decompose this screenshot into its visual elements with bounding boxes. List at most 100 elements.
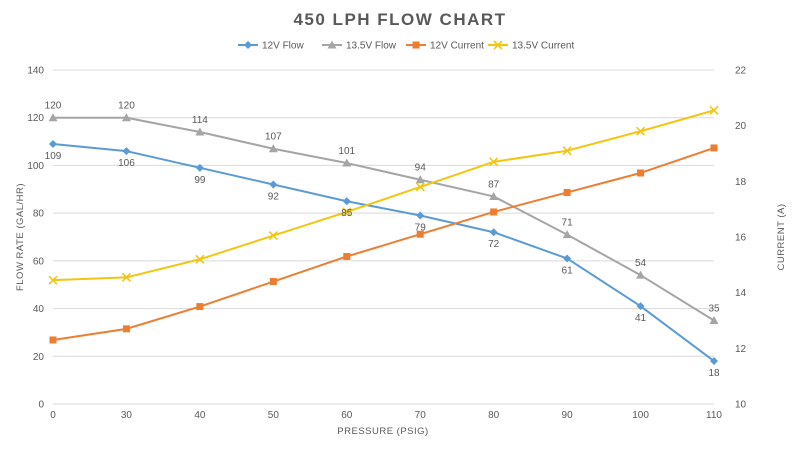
x-tick-label: 60 xyxy=(341,410,353,421)
data-point xyxy=(416,211,425,220)
data-point xyxy=(636,302,645,311)
data-point xyxy=(709,316,719,324)
data-label: 79 xyxy=(415,223,427,234)
y-tick-label: 100 xyxy=(27,161,44,172)
data-point xyxy=(269,180,278,189)
data-point xyxy=(122,325,130,333)
legend: 12V Flow 13.5V Flow 12V Current 13.5V Curre… xyxy=(238,40,574,52)
data-point xyxy=(49,139,57,148)
data-label: 94 xyxy=(415,163,427,174)
data-labels: 109 106 99 92 85 79 72 61 41 18 120 120 114 107 101 94 8… xyxy=(45,101,720,379)
data-point xyxy=(342,197,351,206)
y2-tick-label: 16 xyxy=(735,233,747,244)
y-axis-title: FLOW RATE (GAL/HR) xyxy=(15,183,26,291)
data-point xyxy=(195,127,205,136)
legend-label: 13.5V Current xyxy=(512,41,574,52)
legend-marker xyxy=(412,41,420,49)
y2-tick-label: 10 xyxy=(735,400,747,411)
series-line xyxy=(52,109,715,282)
data-point xyxy=(710,357,718,366)
data-label: 120 xyxy=(118,101,135,112)
series-13-5v-flow xyxy=(48,113,719,324)
data-point xyxy=(415,182,425,192)
data-label: 87 xyxy=(488,179,500,190)
series-line xyxy=(52,146,715,341)
data-point xyxy=(269,278,277,286)
x-tick-label: 90 xyxy=(562,410,574,421)
series-12v-flow xyxy=(49,139,718,366)
data-point xyxy=(563,254,572,263)
x-tick-label: 100 xyxy=(632,410,649,421)
data-label: 99 xyxy=(194,175,206,186)
x-tick-label: 0 xyxy=(50,410,56,421)
y-tick-label: 40 xyxy=(33,304,45,315)
legend-marker xyxy=(493,40,503,50)
data-label: 85 xyxy=(341,208,353,219)
y-tick-label: 80 xyxy=(33,209,45,220)
x-tick-label: 50 xyxy=(268,410,280,421)
legend-marker xyxy=(327,40,337,49)
data-point xyxy=(121,272,132,282)
series-line xyxy=(52,142,715,362)
gridlines xyxy=(53,69,714,405)
data-point xyxy=(709,105,719,115)
data-label: 107 xyxy=(265,132,282,143)
data-label: 54 xyxy=(635,258,647,269)
legend-item: 12V Flow xyxy=(238,41,304,52)
x-tick-label: 70 xyxy=(415,410,427,421)
chart-title: 450 LPH FLOW CHART xyxy=(293,10,506,29)
series-lines xyxy=(48,105,719,366)
data-point xyxy=(563,188,571,196)
data-point xyxy=(637,169,645,177)
y-tick-label: 140 xyxy=(27,66,44,77)
data-point xyxy=(195,163,204,172)
legend-label: 12V Flow xyxy=(262,41,304,52)
legend-item: 13.5V Current xyxy=(488,40,574,52)
data-point xyxy=(415,175,425,184)
data-point xyxy=(342,158,352,167)
data-label: 120 xyxy=(45,101,62,112)
data-point xyxy=(636,270,646,279)
y2-tick-label: 12 xyxy=(735,344,747,355)
x-tick-label: 110 xyxy=(706,410,722,421)
data-point xyxy=(343,252,351,260)
y-tick-label: 120 xyxy=(27,113,44,124)
data-label: 35 xyxy=(708,304,720,315)
data-label: 106 xyxy=(118,158,135,169)
data-point xyxy=(268,144,278,153)
data-point xyxy=(48,113,58,122)
data-label: 71 xyxy=(562,218,574,229)
y2-tick-label: 14 xyxy=(735,288,747,299)
x-tick-label: 80 xyxy=(488,410,500,421)
data-point xyxy=(48,275,58,285)
data-point xyxy=(195,254,205,264)
x-axis-title: PRESSURE (PSIG) xyxy=(337,426,428,437)
legend-label: 13.5V Flow xyxy=(346,41,397,52)
data-label: 92 xyxy=(268,192,280,203)
x-tick-label: 30 xyxy=(121,410,133,421)
y-tick-label: 60 xyxy=(33,256,45,267)
y2-tick-label: 20 xyxy=(735,121,747,132)
data-point xyxy=(562,230,572,239)
series-12v-current xyxy=(49,144,718,344)
legend-item: 12V Current xyxy=(406,41,484,52)
data-point xyxy=(342,207,352,217)
data-point xyxy=(562,146,572,156)
data-label: 72 xyxy=(488,239,500,250)
data-point xyxy=(489,228,498,237)
x-tick-label: 40 xyxy=(194,410,206,421)
y-tick-label: 0 xyxy=(38,400,44,411)
y2-tick-label: 22 xyxy=(735,66,747,77)
data-point xyxy=(49,336,57,344)
y-tick-label: 20 xyxy=(33,352,45,363)
legend-item: 13.5V Flow xyxy=(322,40,397,52)
y2-axis-title: CURRENT (A) xyxy=(776,203,787,270)
legend-label: 12V Current xyxy=(430,41,484,52)
data-label: 61 xyxy=(562,265,574,276)
data-point xyxy=(268,231,278,241)
data-label: 109 xyxy=(45,151,62,162)
data-point xyxy=(416,230,424,238)
data-point xyxy=(196,303,204,311)
data-label: 41 xyxy=(635,313,647,324)
y2-tick-label: 18 xyxy=(735,177,747,188)
